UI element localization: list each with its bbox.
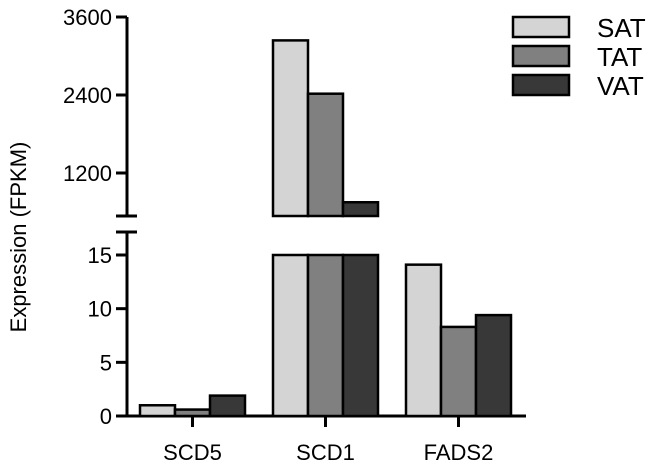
legend-swatch — [511, 44, 571, 68]
bar — [271, 253, 310, 418]
x-tick-label: SCD1 — [296, 440, 355, 465]
bar — [271, 39, 310, 218]
y-tick-label: 2400 — [63, 83, 112, 108]
legend-label: SAT — [597, 13, 646, 43]
bars — [138, 39, 513, 418]
bar — [474, 313, 513, 418]
x-tick-label: FADS2 — [424, 440, 494, 465]
bar — [404, 263, 443, 418]
y-tick-label: 0 — [100, 404, 112, 429]
bar — [208, 394, 247, 418]
y-tick-label: 3600 — [63, 5, 112, 30]
bar — [306, 92, 345, 218]
bar — [341, 201, 380, 218]
bar — [306, 253, 345, 418]
bar — [138, 404, 177, 418]
legend-swatch — [511, 73, 571, 97]
tick-labels: 1200 2400 3600 0 5 10 15 SCD5 SCD1 FADS2 — [63, 5, 493, 465]
y-tick-label: 5 — [100, 350, 112, 375]
bar — [439, 325, 478, 418]
legend-label: VAT — [597, 71, 644, 101]
legend-swatch — [511, 15, 571, 39]
y-tick-label: 1200 — [63, 161, 112, 186]
bar — [341, 253, 380, 418]
y-tick-label: 15 — [88, 243, 112, 268]
x-tick-label: SCD5 — [163, 440, 222, 465]
bar — [173, 408, 212, 418]
legend-label: TAT — [597, 42, 642, 72]
y-axis-title: Expression (FPKM) — [6, 142, 31, 333]
y-tick-label: 10 — [88, 297, 112, 322]
